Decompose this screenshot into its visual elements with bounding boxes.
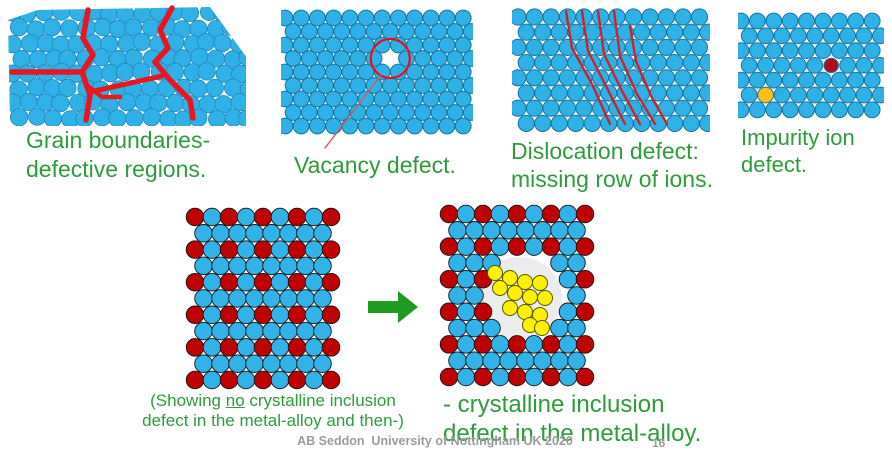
impurity-caption: Impurity ion defect. [741,124,855,178]
caption-line: Dislocation defect: [511,138,699,164]
caption-line: defect. [741,152,808,177]
grain-boundaries-panel [8,4,246,126]
grain-boundaries-diagram [8,5,246,126]
caption-line: Impurity ion [741,125,855,150]
before-caption: (Showing no crystalline inclusion defect… [132,391,414,431]
vacancy-diagram [281,9,473,149]
caption-text: (Showing [150,391,226,410]
impurity-panel [738,10,884,122]
grain-boundaries-caption: Grain boundaries- defective regions. [26,126,210,184]
vacancy-panel [281,5,473,155]
caption-line: defect in the metal-alloy. [443,420,702,447]
caption-line: Vacancy defect. [294,152,456,178]
caption-line: defective regions. [26,156,207,182]
page-number: 16 [652,436,666,450]
after-caption: - crystalline inclusion defect in the me… [443,390,701,448]
dislocation-panel [512,6,710,132]
caption-line: - crystalline inclusion [443,391,665,418]
right-arrow-icon [368,291,418,323]
alloy-before-diagram [185,207,341,390]
vacancy-caption: Vacancy defect. [294,151,456,179]
caption-text: crystalline inclusion [244,391,396,410]
impurity-diagram [738,12,884,119]
credit-line: AB Seddon University of Nottingham UK 20… [297,434,573,448]
caption-line: Grain boundaries- [26,127,211,153]
caption-line: missing row of ions. [511,166,713,192]
underlined-word: no [225,391,245,410]
alloy-after-panel [439,203,611,389]
caption-line: (Showing no crystalline inclusion [132,391,414,411]
alloy-before-panel [185,206,357,392]
transition-arrow [366,288,422,328]
dislocation-caption: Dislocation defect: missing row of ions. [511,137,713,193]
dislocation-diagram [512,8,710,132]
alloy-after-diagram [439,204,595,387]
caption-line: defect in the metal-alloy and then-) [142,411,404,430]
